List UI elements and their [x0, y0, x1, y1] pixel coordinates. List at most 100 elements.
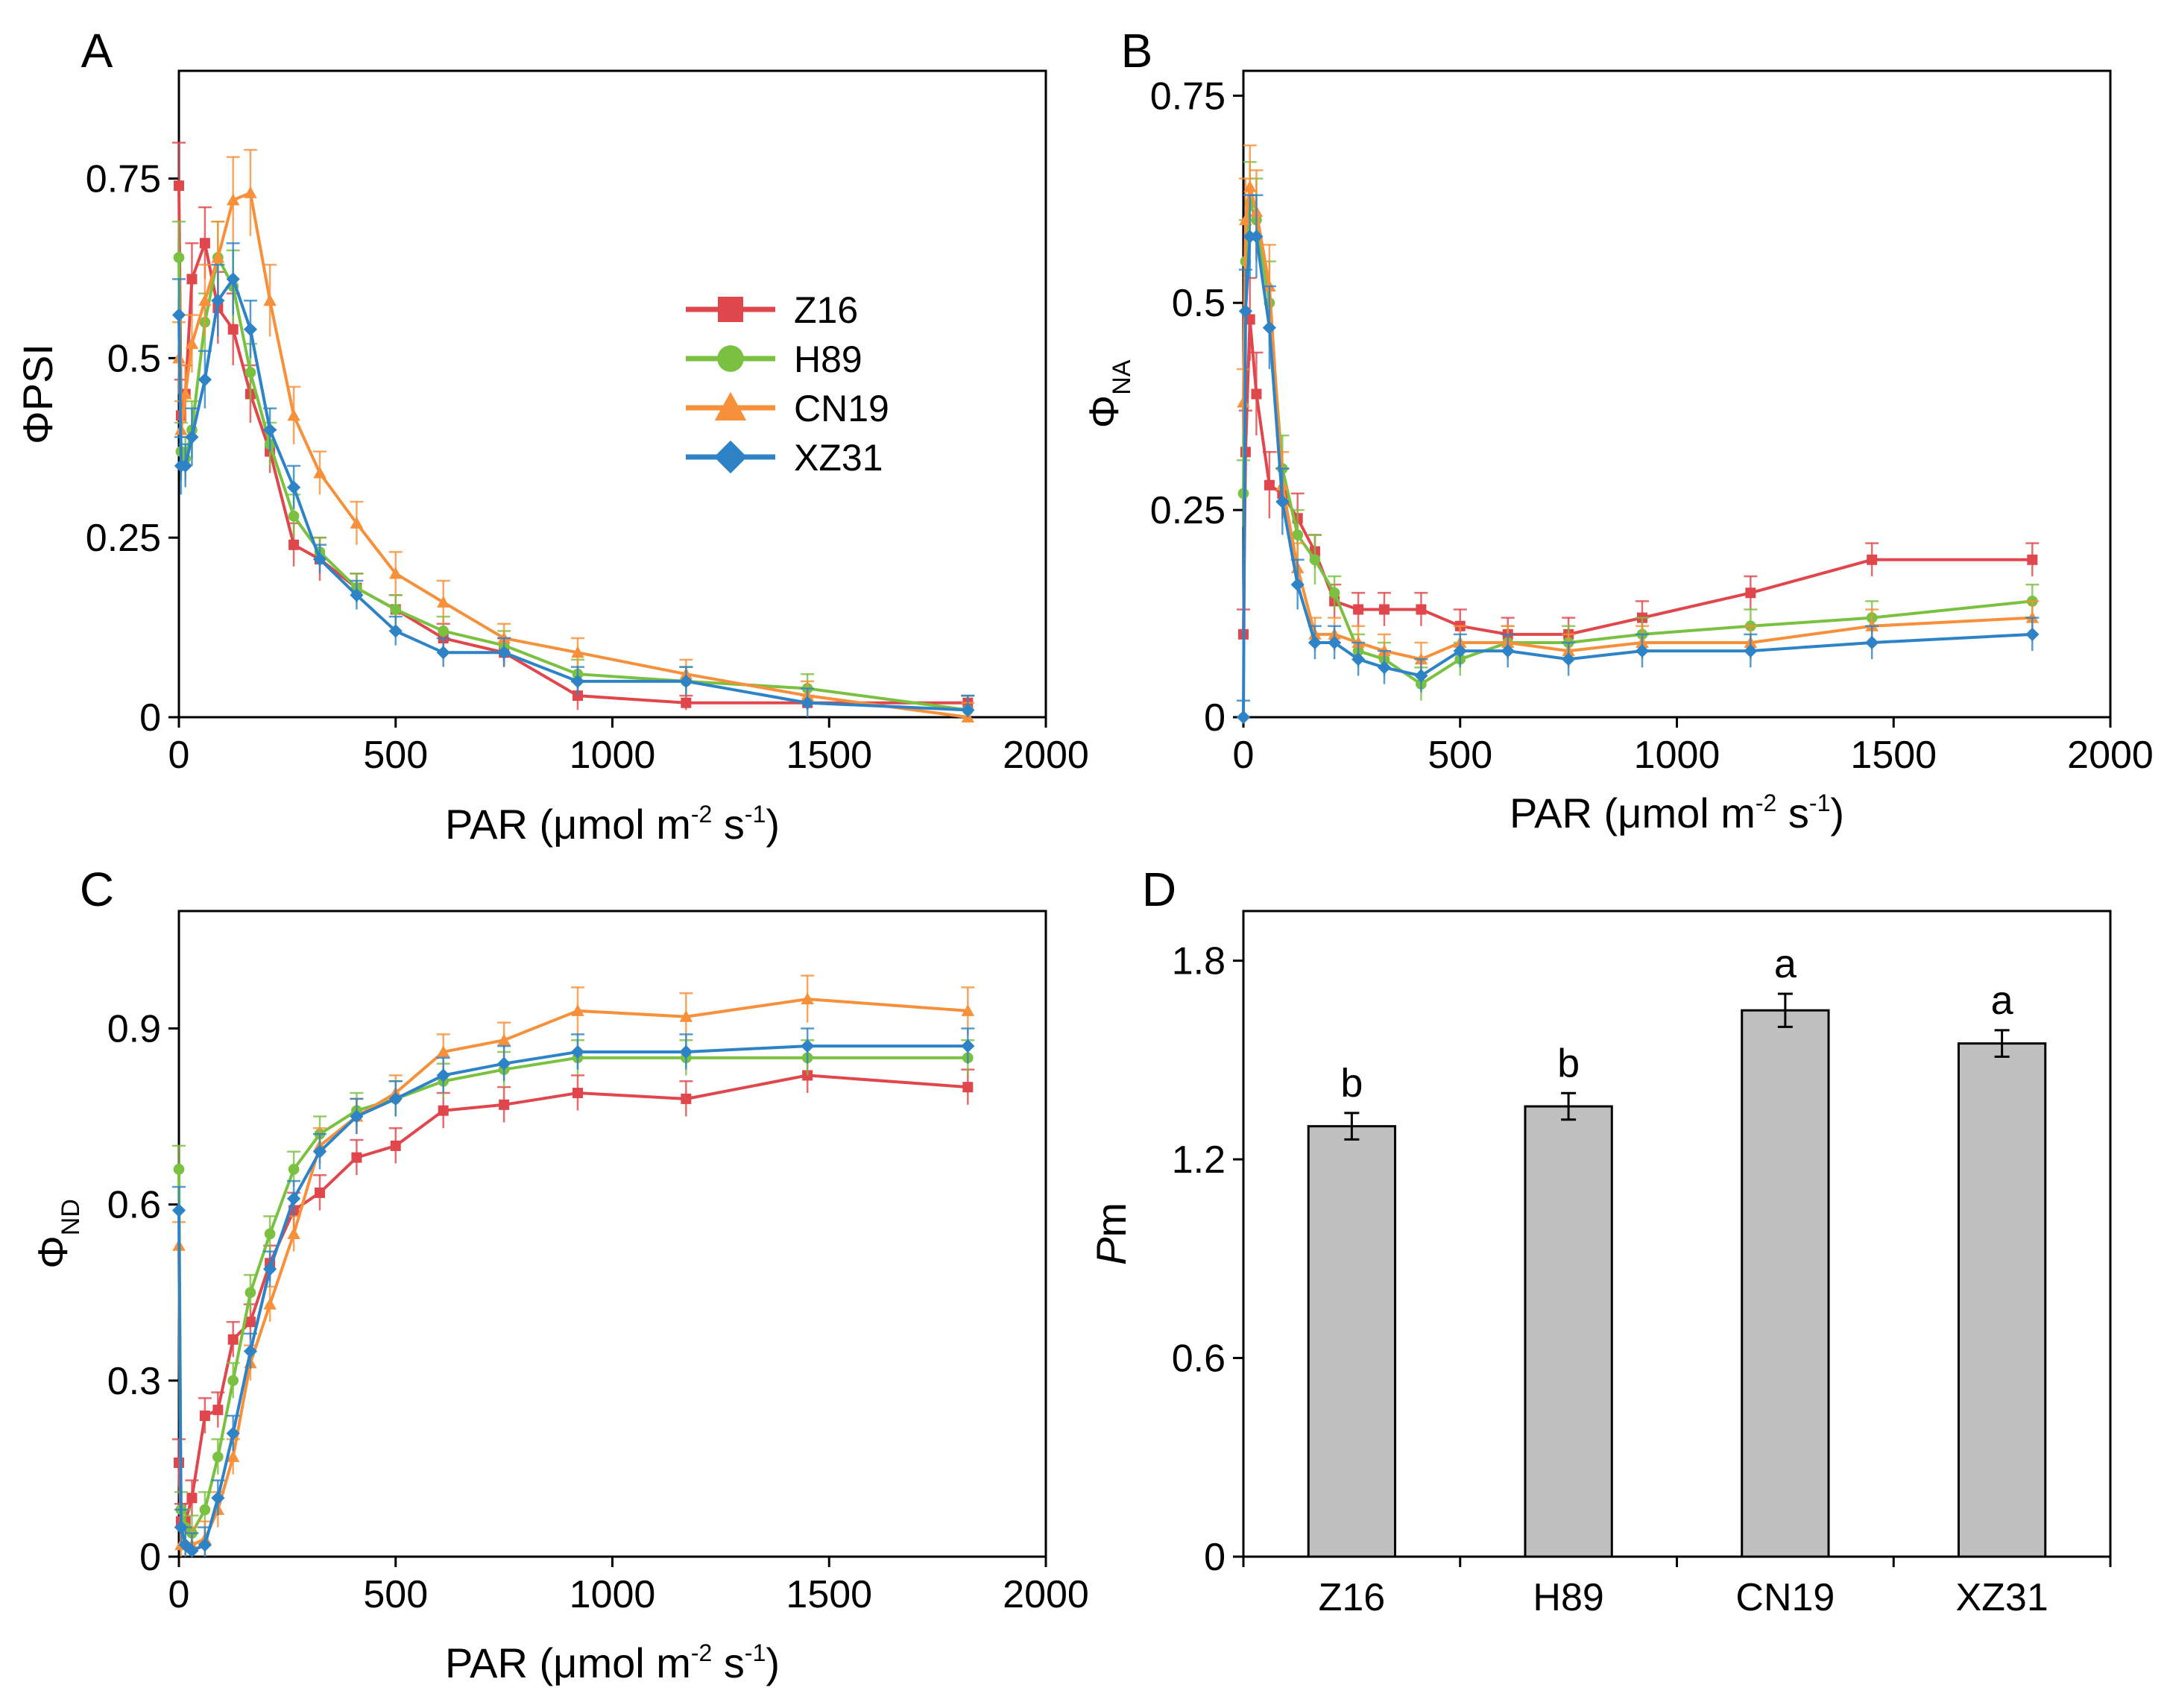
panel-c-letter: C: [80, 863, 114, 916]
panel-c-x-tick-label: 2000: [1003, 1573, 1089, 1616]
panel-a-x-tick-label: 2000: [1003, 734, 1089, 777]
panel-a-x-tick-label: 1500: [786, 734, 872, 777]
panel-b-series-xz31: [1236, 194, 2040, 725]
panel-b-point-xz31: [2025, 627, 2040, 641]
panel-c-point-h89: [173, 1164, 185, 1175]
panel-d-significance-label: a: [1774, 942, 1797, 986]
panel-b-point-z16: [1251, 388, 1262, 400]
panel-a-point-cn19: [287, 409, 300, 421]
panel-b-x-tick-label: 1000: [1634, 734, 1720, 777]
panel-b-point-xz31: [1275, 494, 1290, 509]
panel-c-point-z16: [572, 1088, 583, 1099]
panel-a-y-tick-label: 0.25: [86, 517, 161, 560]
panel-a-point-xz31: [679, 674, 693, 688]
panel-c-point-xz31: [436, 1068, 450, 1083]
panel-c-series-z16: [172, 1056, 975, 1540]
panel-c-x-tick-label: 500: [363, 1573, 428, 1616]
panel-b-y-tick-label: 0.25: [1150, 489, 1226, 532]
panel-c-point-xz31: [388, 1091, 403, 1106]
panel-b-y-tick-label: 0.5: [1172, 282, 1226, 325]
panel-a-point-cn19: [313, 466, 327, 479]
panel-d-significance-label: b: [1340, 1061, 1363, 1106]
panel-a-point-cn19: [211, 250, 225, 263]
panel-a-point-cn19: [244, 186, 257, 198]
panel-c-point-xz31: [174, 1520, 189, 1534]
panel-b-y-axis-title: ΦNA: [1080, 359, 1136, 428]
panel-b-point-xz31: [1501, 643, 1515, 658]
panel-a-point-cn19: [436, 596, 450, 608]
panel-a-plot-frame: [177, 69, 1047, 719]
legend-label-cn19: CN19: [794, 388, 889, 429]
panel-c-point-z16: [314, 1187, 325, 1198]
panel-b-point-xz31: [1414, 669, 1428, 683]
panel-b-point-z16: [2027, 554, 2038, 565]
panel-a-x-tick-label: 500: [363, 734, 428, 777]
panel-b-point-h89: [1309, 554, 1321, 566]
panel-a-series-xz31: [171, 242, 975, 717]
panel-b-point-xz31: [1562, 652, 1576, 667]
panel-c-point-h89: [227, 1375, 239, 1387]
panel-c-y-tick-label: 0.6: [107, 1184, 161, 1227]
panel-a-point-xz31: [961, 703, 975, 717]
panel-c-point-xz31: [198, 1538, 212, 1552]
panel-a-point-z16: [681, 697, 692, 708]
panel-c-series-xz31: [171, 1027, 975, 1558]
panel-a-point-cn19: [226, 193, 240, 206]
legend-label-z16: Z16: [794, 289, 858, 331]
panel-c-point-h89: [245, 1287, 256, 1299]
panel-b-point-z16: [1867, 554, 1878, 565]
panel-c-point-cn19: [497, 1033, 511, 1046]
panel-a-point-xz31: [226, 272, 240, 286]
panel-a-point-xz31: [436, 646, 450, 660]
panel-b-point-h89: [1328, 587, 1340, 599]
panel-a-point-xz31: [211, 294, 225, 308]
panel-c-series-h89: [172, 1039, 975, 1551]
panel-c-point-z16: [227, 1334, 239, 1345]
panel-a-point-cn19: [350, 517, 364, 529]
panel-c-point-xz31: [211, 1491, 225, 1505]
legend-marker-xz31: [713, 440, 748, 474]
legend-marker-z16: [718, 297, 743, 322]
panel-a-point-xz31: [801, 696, 815, 710]
panel-b-point-xz31: [1351, 652, 1366, 667]
panel-c-point-xz31: [263, 1262, 277, 1276]
panel-d-letter: D: [1142, 863, 1176, 916]
panel-a-point-z16: [186, 274, 198, 285]
panel-c-point-z16: [681, 1093, 692, 1104]
panel-c-point-z16: [186, 1493, 198, 1504]
panel-c-series-cn19: [172, 974, 975, 1557]
panel-a-point-xz31: [350, 588, 364, 602]
panel-c-series-line-cn19: [177, 998, 968, 1547]
panel-c-point-h89: [264, 1228, 276, 1240]
panel-a-point-xz31: [312, 552, 327, 567]
panel-c-point-xz31: [171, 1203, 186, 1217]
panel-c-point-cn19: [436, 1045, 450, 1057]
panel-c-point-cn19: [287, 1227, 300, 1239]
panel-c-point-xz31: [243, 1344, 258, 1358]
legend-marker-cn19: [714, 391, 747, 420]
panel-a-point-cn19: [263, 294, 277, 306]
panel-a-point-xz31: [178, 458, 192, 473]
panel-c-point-h89: [212, 1451, 224, 1463]
panel-a-point-cn19: [571, 646, 584, 658]
legend-marker-h89: [717, 345, 744, 372]
panel-b-series-z16: [1237, 277, 2040, 660]
panel-b-point-z16: [1378, 604, 1390, 615]
panel-c-y-tick-label: 0.3: [107, 1360, 161, 1403]
panel-c-point-xz31: [497, 1056, 511, 1071]
panel-c-series-line-z16: [177, 1074, 968, 1523]
panel-d-significance-label: a: [1991, 978, 2014, 1023]
panel-c-point-xz31: [961, 1039, 975, 1053]
panel-c-point-cn19: [679, 1009, 693, 1022]
panel-c-point-xz31: [679, 1044, 693, 1059]
panel-c-point-cn19: [571, 1004, 584, 1016]
panel-c-point-xz31: [286, 1191, 301, 1206]
panel-a-x-tick-label: 1000: [570, 734, 656, 777]
panel-c-x-tick-label: 1000: [570, 1573, 656, 1616]
panel-a-point-xz31: [171, 308, 186, 322]
legend-label-xz31: XZ31: [794, 437, 883, 479]
panel-b-point-z16: [1416, 604, 1427, 615]
panel-a-point-z16: [288, 539, 300, 550]
panel-a-y-axis-title: ΦPSI: [14, 344, 61, 444]
panel-d-category-label: CN19: [1735, 1576, 1835, 1619]
